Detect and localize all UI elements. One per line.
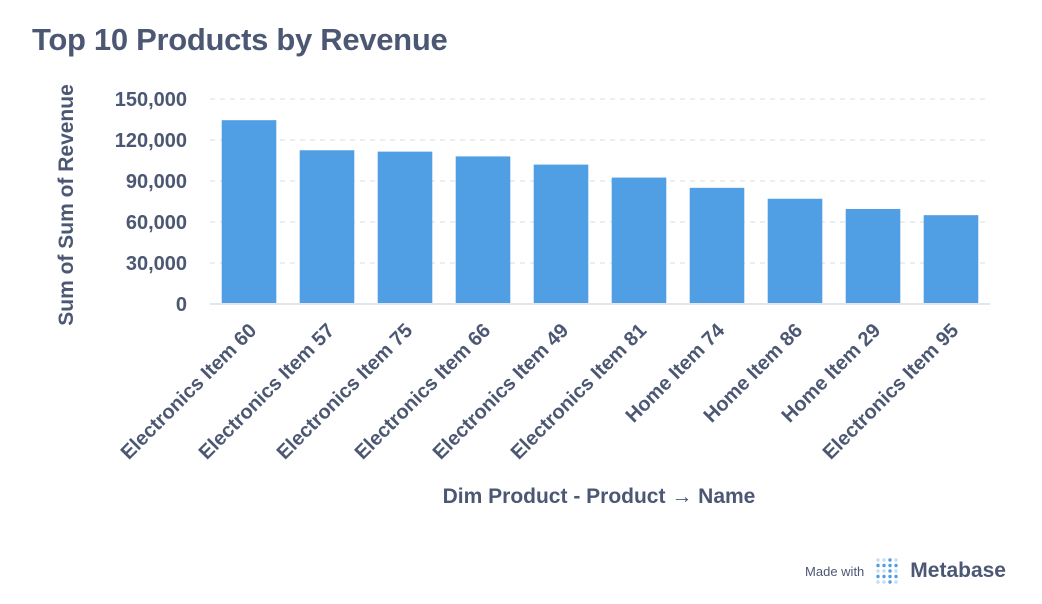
bar[interactable] — [923, 215, 979, 304]
bar[interactable] — [299, 150, 355, 304]
y-tick-label: 150,000 — [115, 89, 187, 111]
logo-dot — [882, 558, 886, 562]
logo-dot — [882, 580, 886, 584]
bar[interactable] — [455, 156, 511, 304]
y-tick-label: 0 — [176, 294, 187, 316]
chart-title: Top 10 Products by Revenue — [32, 22, 448, 57]
x-tick-label: Electronics Item 66 — [351, 320, 495, 464]
footer: Made with Metabase — [805, 558, 1006, 584]
metabase-logo-icon — [876, 558, 898, 584]
logo-dot — [894, 558, 898, 562]
bars — [221, 120, 979, 304]
logo-dot — [888, 569, 892, 573]
logo-dot — [876, 580, 880, 584]
bar[interactable] — [611, 177, 667, 304]
y-tick-label: 120,000 — [115, 130, 187, 152]
y-tick-label: 90,000 — [126, 171, 187, 193]
x-axis-title: Dim Product - Product → Name — [443, 485, 756, 508]
x-tick-label: Electronics Item 95 — [819, 320, 963, 464]
made-with-label: Made with — [805, 563, 865, 579]
bar[interactable] — [689, 187, 745, 304]
x-tick-label: Electronics Item 57 — [195, 320, 339, 464]
x-tick-label: Electronics Item 75 — [273, 320, 417, 464]
bar[interactable] — [533, 164, 589, 304]
y-tick-label: 60,000 — [126, 212, 187, 234]
y-axis-ticks: 0 30,000 60,000 90,000 120,000 150,000 — [115, 89, 187, 316]
x-tick-label: Electronics Item 49 — [429, 320, 573, 464]
logo-dot — [882, 574, 886, 579]
logo-dot — [888, 563, 892, 568]
metabase-brand-label: Metabase — [910, 559, 1006, 582]
logo-dot — [876, 563, 880, 568]
logo-dot — [876, 558, 880, 562]
logo-dot — [882, 563, 886, 568]
logo-dot — [882, 569, 886, 573]
logo-dot — [894, 580, 898, 584]
bar[interactable] — [221, 120, 277, 304]
logo-dot — [888, 580, 892, 584]
logo-dot — [894, 569, 898, 573]
bar[interactable] — [767, 198, 823, 304]
logo-dot — [876, 569, 880, 573]
x-tick-label: Electronics Item 81 — [507, 320, 651, 464]
bar[interactable] — [377, 151, 433, 304]
logo-dot — [888, 574, 892, 579]
bar[interactable] — [845, 209, 901, 304]
logo-dot — [894, 574, 898, 579]
y-tick-label: 30,000 — [126, 253, 187, 275]
logo-dot — [894, 563, 898, 568]
y-axis-title: Sum of Sum of Revenue — [55, 84, 78, 326]
logo-dot — [876, 574, 880, 579]
x-tick-label: Electronics Item 60 — [117, 320, 261, 464]
logo-dot — [888, 558, 892, 562]
